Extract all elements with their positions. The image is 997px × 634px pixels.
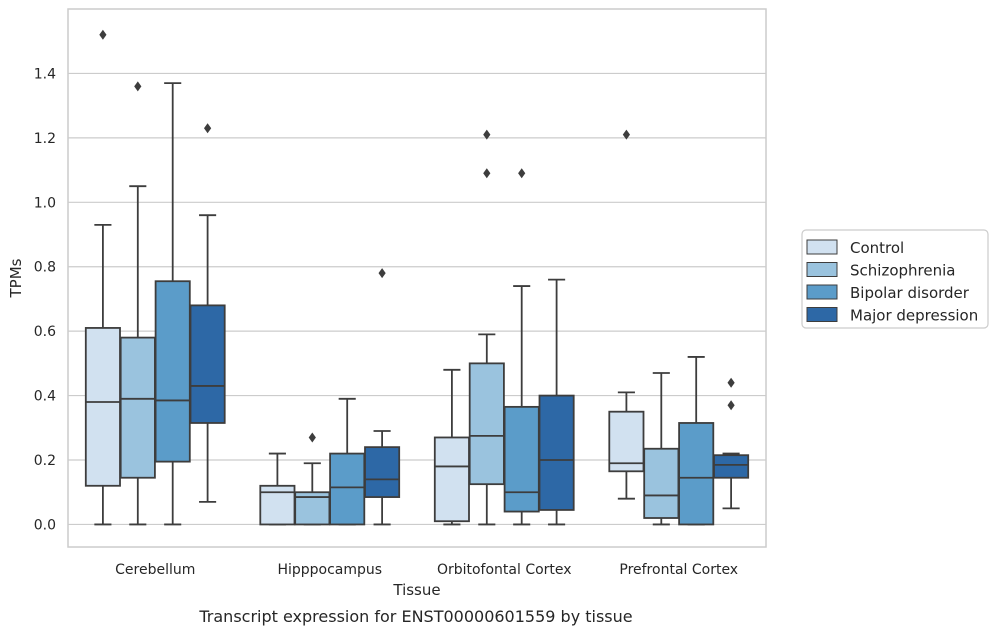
outlier-point bbox=[134, 81, 142, 92]
outlier-point bbox=[204, 123, 212, 134]
legend-swatch bbox=[806, 284, 838, 300]
iqr-box bbox=[503, 405, 540, 513]
y-tick-label: 0.6 bbox=[34, 324, 56, 340]
iqr-box bbox=[364, 446, 401, 498]
y-tick-label: 0.8 bbox=[34, 260, 56, 276]
chart-caption: Transcript expression for ENST0000060155… bbox=[198, 607, 632, 626]
x-tick-label: Prefrontal Cortex bbox=[619, 562, 738, 578]
y-tick-label: 0.0 bbox=[34, 517, 56, 533]
box-major-depression bbox=[364, 268, 401, 526]
legend-label: Control bbox=[850, 239, 904, 257]
y-tick-label: 0.2 bbox=[34, 453, 56, 469]
legend-label: Schizophrenia bbox=[850, 262, 955, 280]
legend: Control Schizophrenia Bipolar disorder Majo… bbox=[801, 229, 989, 329]
box-schizophrenia bbox=[468, 129, 505, 526]
outlier-point bbox=[518, 168, 526, 179]
box-control bbox=[84, 29, 121, 526]
legend-frame bbox=[801, 229, 989, 329]
outlier-point bbox=[727, 400, 735, 411]
box-control bbox=[608, 129, 645, 500]
iqr-box bbox=[538, 394, 575, 511]
legend-swatch bbox=[806, 239, 838, 255]
iqr-box bbox=[329, 452, 366, 526]
box-major-depression bbox=[538, 278, 575, 526]
y-axis-title: TPMs bbox=[7, 258, 25, 298]
iqr-box bbox=[433, 436, 470, 523]
outlier-point bbox=[483, 129, 491, 140]
box-series-group bbox=[84, 29, 750, 526]
iqr-box bbox=[608, 410, 645, 473]
iqr-box bbox=[713, 454, 750, 479]
legend-swatch bbox=[806, 307, 838, 322]
box-major-depression bbox=[713, 377, 750, 510]
iqr-box bbox=[643, 447, 680, 519]
x-axis-title: Tissue bbox=[392, 581, 440, 599]
legend-swatch bbox=[806, 262, 838, 277]
x-tick-label: Cerebellum bbox=[115, 562, 195, 578]
box-bipolar-disorder bbox=[154, 82, 191, 526]
legend-label: Major depression bbox=[850, 307, 978, 325]
y-tick-label: 0.4 bbox=[34, 389, 56, 405]
legend-label: Bipolar disorder bbox=[850, 284, 970, 302]
outlier-point bbox=[99, 29, 107, 40]
outlier-point bbox=[378, 268, 386, 279]
iqr-box bbox=[468, 362, 505, 486]
iqr-box bbox=[119, 336, 156, 479]
y-tick-label: 1.2 bbox=[34, 131, 56, 147]
y-tick-label: 1.4 bbox=[34, 66, 56, 82]
outlier-point bbox=[308, 432, 316, 443]
iqr-box bbox=[189, 304, 226, 424]
box-bipolar-disorder bbox=[329, 397, 366, 526]
outlier-point bbox=[727, 377, 735, 388]
box-bipolar-disorder bbox=[678, 356, 715, 526]
y-tick-labels: 0.0 0.2 0.4 0.6 0.8 1.0 1.2 1.4 bbox=[34, 66, 56, 533]
box-schizophrenia bbox=[294, 432, 331, 526]
outlier-point bbox=[622, 129, 630, 140]
x-tick-labels: Cerebellum Hipppocampus Orbitofontal Corte… bbox=[115, 562, 738, 578]
box-schizophrenia bbox=[119, 81, 156, 526]
x-tick-label: Hipppocampus bbox=[277, 562, 382, 578]
iqr-box bbox=[678, 422, 715, 526]
box-major-depression bbox=[189, 123, 226, 503]
iqr-box bbox=[84, 327, 121, 487]
x-tick-label: Orbitofontal Cortex bbox=[437, 562, 572, 578]
box-control bbox=[433, 368, 470, 526]
y-tick-label: 1.0 bbox=[34, 195, 56, 211]
box-bipolar-disorder bbox=[503, 168, 540, 526]
outlier-point bbox=[483, 168, 491, 179]
iqr-box bbox=[154, 280, 191, 463]
